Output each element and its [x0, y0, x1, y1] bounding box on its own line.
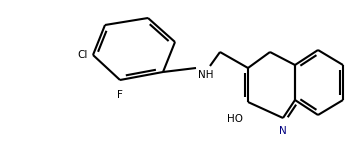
Text: N: N [279, 126, 287, 136]
Text: NH: NH [198, 70, 213, 80]
Text: F: F [117, 90, 123, 100]
Text: HO: HO [227, 114, 243, 124]
Text: Cl: Cl [78, 50, 88, 60]
